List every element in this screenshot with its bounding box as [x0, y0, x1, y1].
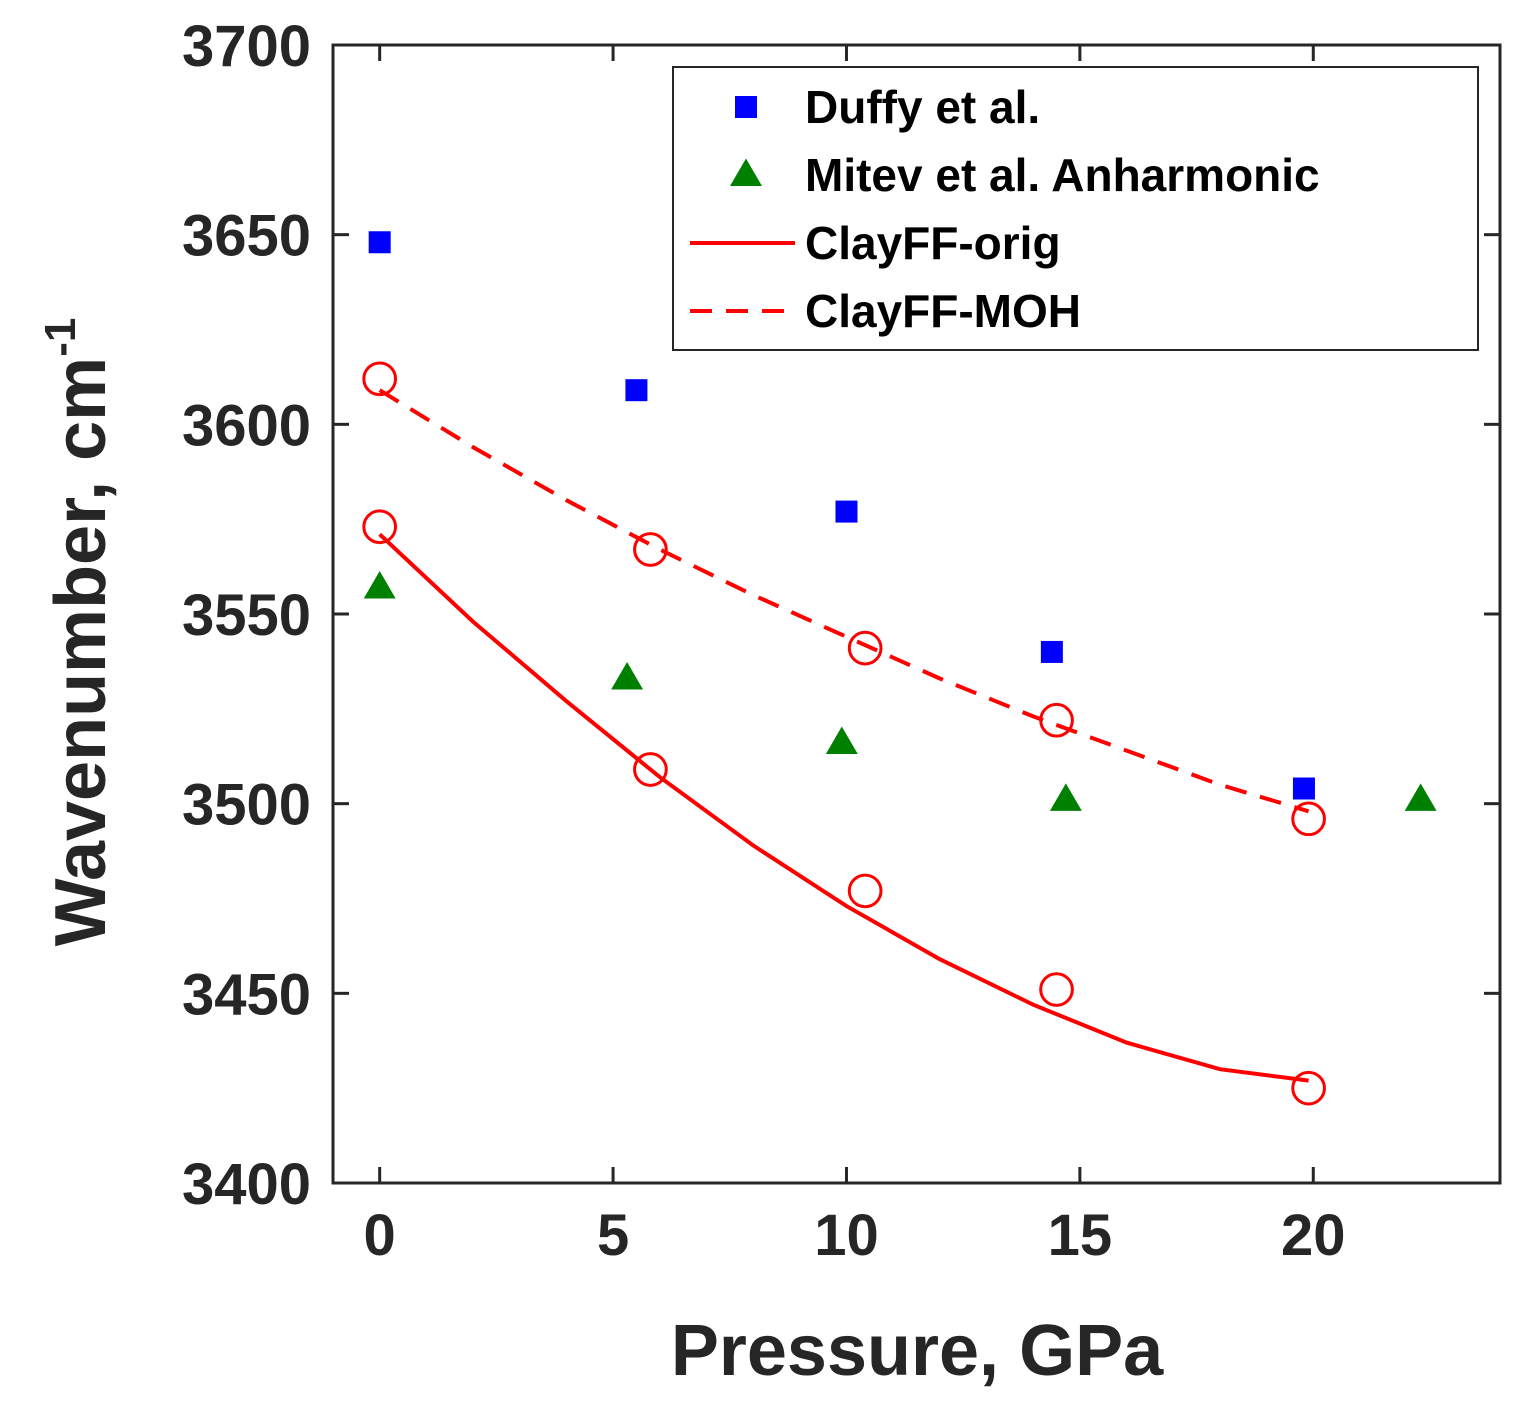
legend-label: ClayFF-MOH [805, 285, 1081, 337]
y-tick-label: 3550 [182, 583, 311, 648]
triangle-marker-icon [730, 158, 762, 186]
legend-label: Mitev et al. Anharmonic [805, 149, 1320, 201]
y-tick-label: 3600 [182, 393, 311, 458]
data-point [368, 231, 391, 254]
series-duffy-et-al [368, 231, 1315, 800]
y-axis-label-main: Wavenumber, cm [41, 357, 121, 947]
fit-line [378, 388, 1310, 814]
data-point [1404, 783, 1437, 811]
x-tick-label: 20 [1281, 1203, 1346, 1268]
legend-symbol [735, 96, 757, 118]
plot-area [362, 231, 1437, 1106]
legend: Duffy et al. Mitev et al. Anharmonic ClayF… [672, 66, 1479, 351]
legend-symbol [730, 158, 762, 186]
y-tick-label: 3650 [182, 204, 311, 269]
x-tick-label: 10 [814, 1203, 879, 1268]
y-tick-label: 3400 [182, 1152, 311, 1217]
axes: 0 5 10 15 20 3400 3450 3500 3550 3600 3650 3700 [182, 14, 1502, 1268]
square-marker-icon [735, 96, 757, 118]
x-tick-label: 0 [364, 1203, 396, 1268]
y-tick-label: 3450 [182, 962, 311, 1027]
data-point [1049, 783, 1082, 811]
data-point-circle [1039, 702, 1074, 738]
data-point-circle [362, 361, 398, 397]
y-tick-label: 3500 [182, 773, 311, 838]
legend-label: Duffy et al. [805, 81, 1040, 133]
data-point-circle [633, 752, 668, 787]
data-point [825, 726, 858, 754]
x-tick-label: 5 [597, 1203, 629, 1268]
data-point [611, 661, 644, 690]
series-clayff-moh [362, 361, 1326, 837]
x-tick-label: 15 [1048, 1203, 1113, 1268]
data-point [625, 379, 648, 402]
data-point-circle [633, 532, 668, 567]
legend-box [672, 66, 1479, 351]
y-tick-label: 3700 [182, 14, 311, 79]
data-point [835, 500, 858, 523]
y-axis-label: Wavenumber, cm-1 [36, 318, 121, 947]
legend-label: ClayFF-orig [805, 217, 1061, 269]
data-point-circle [847, 630, 883, 666]
series-mitev-et-al-anharmonic [363, 570, 1437, 811]
series-clayff-orig [362, 509, 1326, 1106]
data-point [1040, 640, 1063, 663]
y-axis-label-superscript: -1 [36, 318, 85, 357]
fit-line [378, 532, 1309, 1083]
data-point-circle [1039, 972, 1074, 1007]
data-point-circle [362, 509, 398, 545]
data-point-circle [1291, 801, 1326, 837]
data-point [1292, 777, 1315, 800]
data-point [363, 570, 396, 599]
data-point-circle [847, 873, 883, 909]
x-axis-label: Pressure, GPa [671, 1311, 1164, 1391]
data-point-circle [1291, 1070, 1326, 1106]
